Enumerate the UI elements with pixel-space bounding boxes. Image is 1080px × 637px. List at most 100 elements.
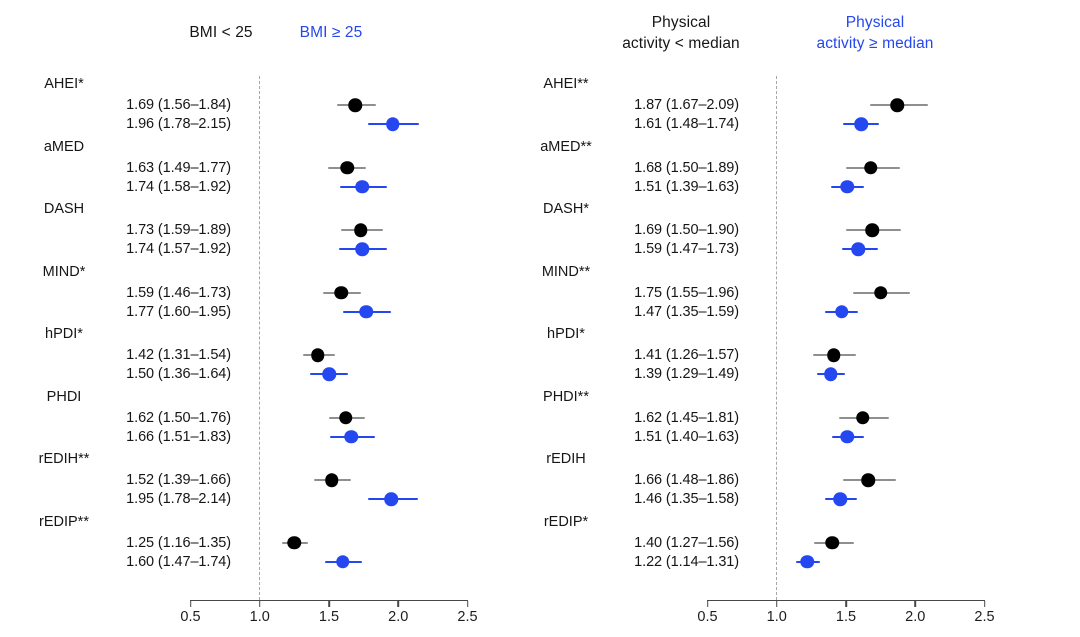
point-estimate-dot (336, 555, 350, 569)
diet-index-label: MIND** (541, 263, 591, 280)
estimate-value-text: 1.25 (1.16–1.35) (126, 534, 231, 551)
estimate-value-text: 1.41 (1.26–1.57) (634, 347, 739, 364)
point-estimate-dot (835, 304, 849, 319)
point-estimate-dot (840, 430, 855, 444)
point-estimate-dot (348, 98, 363, 112)
axis-tick (397, 600, 400, 607)
point-estimate-dot (384, 492, 399, 507)
point-estimate-dot (840, 179, 855, 194)
series-header-blue: Physical activity ≥ median (816, 14, 934, 52)
diet-index-label: MIND* (42, 263, 86, 280)
axis-tick-label: 1.0 (766, 609, 787, 625)
diet-index-label: AHEI** (543, 76, 589, 92)
axis-tick (775, 600, 778, 607)
reference-line (775, 76, 777, 600)
point-estimate-dot (287, 536, 302, 550)
diet-index-label: rEDIP* (543, 513, 589, 530)
diet-index-label: hPDI* (45, 326, 83, 343)
axis-tick-label: 2.0 (905, 609, 926, 625)
estimate-value-text: 1.66 (1.51–1.83) (126, 428, 231, 445)
axis-tick-label: 0.5 (180, 609, 201, 625)
point-estimate-dot (854, 117, 868, 131)
estimate-value-text: 1.74 (1.57–1.92) (126, 241, 231, 258)
axis-tick-label: 1.5 (835, 609, 857, 625)
point-estimate-dot (864, 160, 878, 175)
axis-tick-label: 1.0 (249, 609, 270, 625)
diet-index-label: hPDI* (547, 326, 585, 343)
estimate-value-text: 1.63 (1.49–1.77) (126, 159, 231, 176)
estimate-value-text: 1.87 (1.67–2.09) (634, 97, 739, 113)
axis-tick (258, 600, 261, 607)
estimate-value-text: 1.74 (1.58–1.92) (126, 178, 231, 195)
axis-tick (328, 600, 330, 607)
series-header-black: Physical activity < median (622, 14, 740, 52)
estimate-value-text: 1.47 (1.35–1.59) (634, 303, 739, 320)
point-estimate-dot (340, 160, 354, 175)
axis-tick-label: 2.5 (974, 609, 995, 625)
point-estimate-dot (385, 117, 400, 131)
estimate-value-text: 1.62 (1.45–1.81) (634, 409, 739, 426)
point-estimate-dot (826, 348, 841, 363)
estimate-value-text: 1.59 (1.47–1.73) (634, 241, 739, 258)
estimate-value-text: 1.75 (1.55–1.96) (634, 284, 739, 301)
estimate-value-text: 1.51 (1.40–1.63) (634, 428, 739, 445)
estimate-value-text: 1.22 (1.14–1.31) (634, 553, 739, 570)
estimate-value-text: 1.59 (1.46–1.73) (126, 284, 231, 301)
point-estimate-dot (890, 98, 904, 112)
estimate-value-text: 1.69 (1.56–1.84) (126, 97, 231, 113)
point-estimate-dot (825, 536, 839, 550)
estimate-value-text: 1.61 (1.48–1.74) (634, 116, 739, 132)
point-estimate-dot (861, 473, 875, 488)
point-estimate-dot (354, 223, 368, 237)
point-estimate-dot (833, 492, 848, 507)
series-header-blue: BMI ≥ 25 (299, 24, 363, 41)
axis-tick (845, 600, 847, 607)
estimate-value-text: 1.52 (1.39–1.66) (126, 472, 231, 489)
estimate-value-text: 1.46 (1.35–1.58) (634, 491, 739, 508)
point-estimate-dot (800, 555, 814, 569)
point-estimate-dot (322, 367, 336, 382)
diet-index-label: DASH (43, 201, 85, 218)
estimate-value-text: 1.77 (1.60–1.95) (126, 303, 231, 320)
estimate-value-text: 1.73 (1.59–1.89) (126, 222, 231, 239)
point-estimate-dot (355, 242, 369, 256)
point-estimate-dot (873, 285, 888, 300)
point-estimate-dot (311, 348, 325, 363)
estimate-value-text: 1.60 (1.47–1.74) (126, 553, 231, 570)
estimate-value-text: 1.68 (1.50–1.89) (634, 159, 739, 176)
point-estimate-dot (855, 411, 870, 425)
reference-line (258, 76, 260, 600)
axis-tick-label: 1.5 (318, 609, 340, 625)
estimate-value-text: 1.50 (1.36–1.64) (126, 366, 231, 383)
estimate-value-text: 1.62 (1.50–1.76) (126, 409, 231, 426)
diet-index-label: PHDI** (543, 388, 589, 405)
estimate-value-text: 1.66 (1.48–1.86) (634, 472, 739, 489)
estimate-value-text: 1.95 (1.78–2.14) (126, 491, 231, 508)
point-estimate-dot (359, 304, 374, 319)
estimate-value-text: 1.69 (1.50–1.90) (634, 222, 739, 239)
point-estimate-dot (824, 367, 838, 382)
estimate-value-text: 1.42 (1.31–1.54) (126, 347, 231, 364)
axis-tick-label: 2.0 (388, 609, 409, 625)
diet-index-label: PHDI (46, 388, 82, 405)
point-estimate-dot (325, 473, 339, 488)
diet-index-label: rEDIH (546, 451, 586, 468)
estimate-value-text: 1.51 (1.39–1.63) (634, 178, 739, 195)
diet-index-label: DASH* (543, 201, 589, 218)
estimate-value-text: 1.96 (1.78–2.15) (126, 116, 231, 132)
point-estimate-dot (355, 179, 369, 194)
estimate-value-text: 1.40 (1.27–1.56) (634, 534, 739, 551)
diet-index-label: rEDIH** (38, 451, 90, 468)
estimate-value-text: 1.39 (1.29–1.49) (634, 366, 739, 383)
axis-tick (914, 600, 917, 607)
diet-index-label: AHEI* (44, 76, 84, 92)
x-axis (189, 599, 469, 602)
axis-tick (189, 600, 192, 607)
diet-index-label: rEDIP** (39, 513, 89, 530)
point-estimate-dot (338, 411, 353, 425)
axis-tick (706, 600, 709, 607)
point-estimate-dot (334, 285, 349, 300)
